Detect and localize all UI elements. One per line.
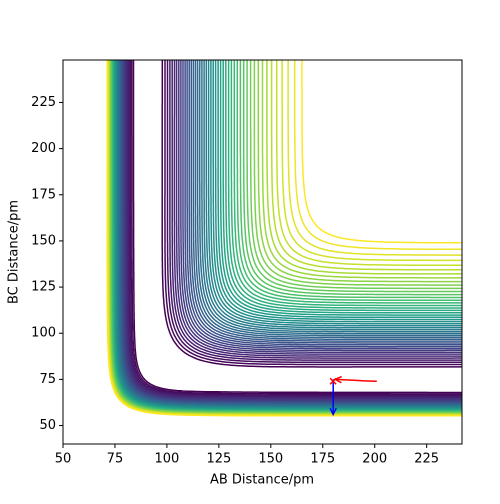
contour-line — [132, 60, 462, 394]
y-tick-label: 175 — [31, 187, 56, 202]
y-tick-label: 100 — [31, 326, 56, 341]
x-tick-label: 75 — [107, 452, 124, 467]
axes-frame — [62, 59, 463, 445]
x-tick-label: 100 — [154, 452, 179, 467]
contour-line — [131, 60, 462, 395]
x-tick-label: 50 — [55, 452, 72, 467]
trajectory — [335, 378, 377, 382]
contour-line — [127, 60, 462, 399]
contour-line — [106, 60, 462, 417]
x-tick-label: 150 — [258, 452, 283, 467]
y-tick-label: 150 — [31, 233, 56, 248]
trajectory-arrowhead — [329, 407, 337, 417]
x-tick-label: 200 — [362, 452, 387, 467]
plot-area — [106, 60, 462, 417]
y-tick-label: 225 — [31, 95, 56, 110]
x-tick-label: 225 — [414, 452, 439, 467]
contour-line — [129, 60, 462, 396]
x-tick-label: 175 — [310, 452, 335, 467]
y-tick-label: 200 — [31, 141, 56, 156]
y-axis-label: BC Distance/pm — [7, 200, 22, 304]
x-axis-label: AB Distance/pm — [210, 473, 314, 488]
contour-line — [126, 60, 462, 399]
y-tick-label: 125 — [31, 280, 56, 295]
y-tick-label: 75 — [39, 372, 56, 387]
y-tick-label: 50 — [39, 418, 56, 433]
x-tick-label: 125 — [206, 452, 231, 467]
start-marker — [329, 377, 337, 385]
contour-line — [128, 60, 462, 397]
